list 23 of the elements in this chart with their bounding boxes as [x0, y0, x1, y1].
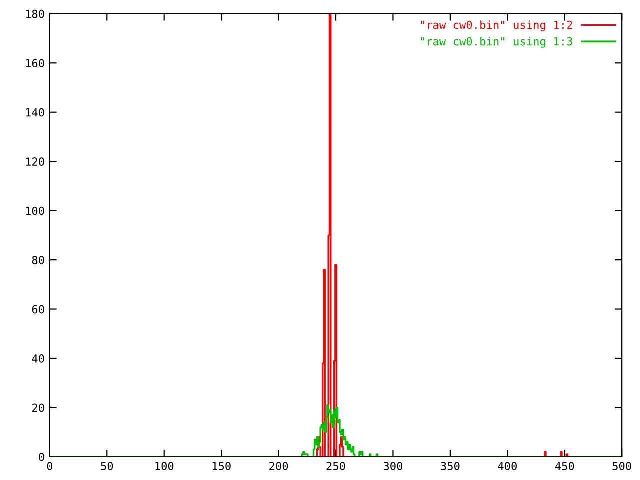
x-tick-label: 250 — [326, 462, 346, 470]
y-tick-label: 0 — [39, 452, 44, 462]
y-tick-label: 160 — [26, 59, 44, 68]
x-tick-label: 50 — [101, 462, 114, 470]
x-tick-label: 200 — [270, 462, 288, 470]
y-tick-label: 40 — [32, 354, 44, 363]
y-tick-label: 100 — [26, 206, 44, 216]
legend-label: "raw cw0.bin" using 1:3 — [421, 37, 572, 48]
x-tick-label: 350 — [441, 462, 460, 470]
y-tick-label: 140 — [26, 108, 44, 117]
x-tick-label: 400 — [498, 462, 517, 470]
y-tick-label: 120 — [26, 158, 44, 166]
x-tick-label: 100 — [156, 462, 174, 470]
y-tick-label: 180 — [26, 10, 44, 18]
x-tick-label: 450 — [555, 462, 574, 470]
x-tick-label: 0 — [47, 462, 53, 470]
legend-label: "raw cw0.bin" using 1:2 — [421, 20, 572, 32]
y-tick-label: 20 — [32, 404, 44, 412]
y-tick-label: 60 — [32, 305, 44, 314]
y-tick-label: 80 — [32, 256, 44, 264]
x-tick-label: 300 — [384, 462, 403, 470]
x-tick-label: 150 — [212, 462, 231, 470]
x-tick-label: 500 — [612, 462, 632, 470]
